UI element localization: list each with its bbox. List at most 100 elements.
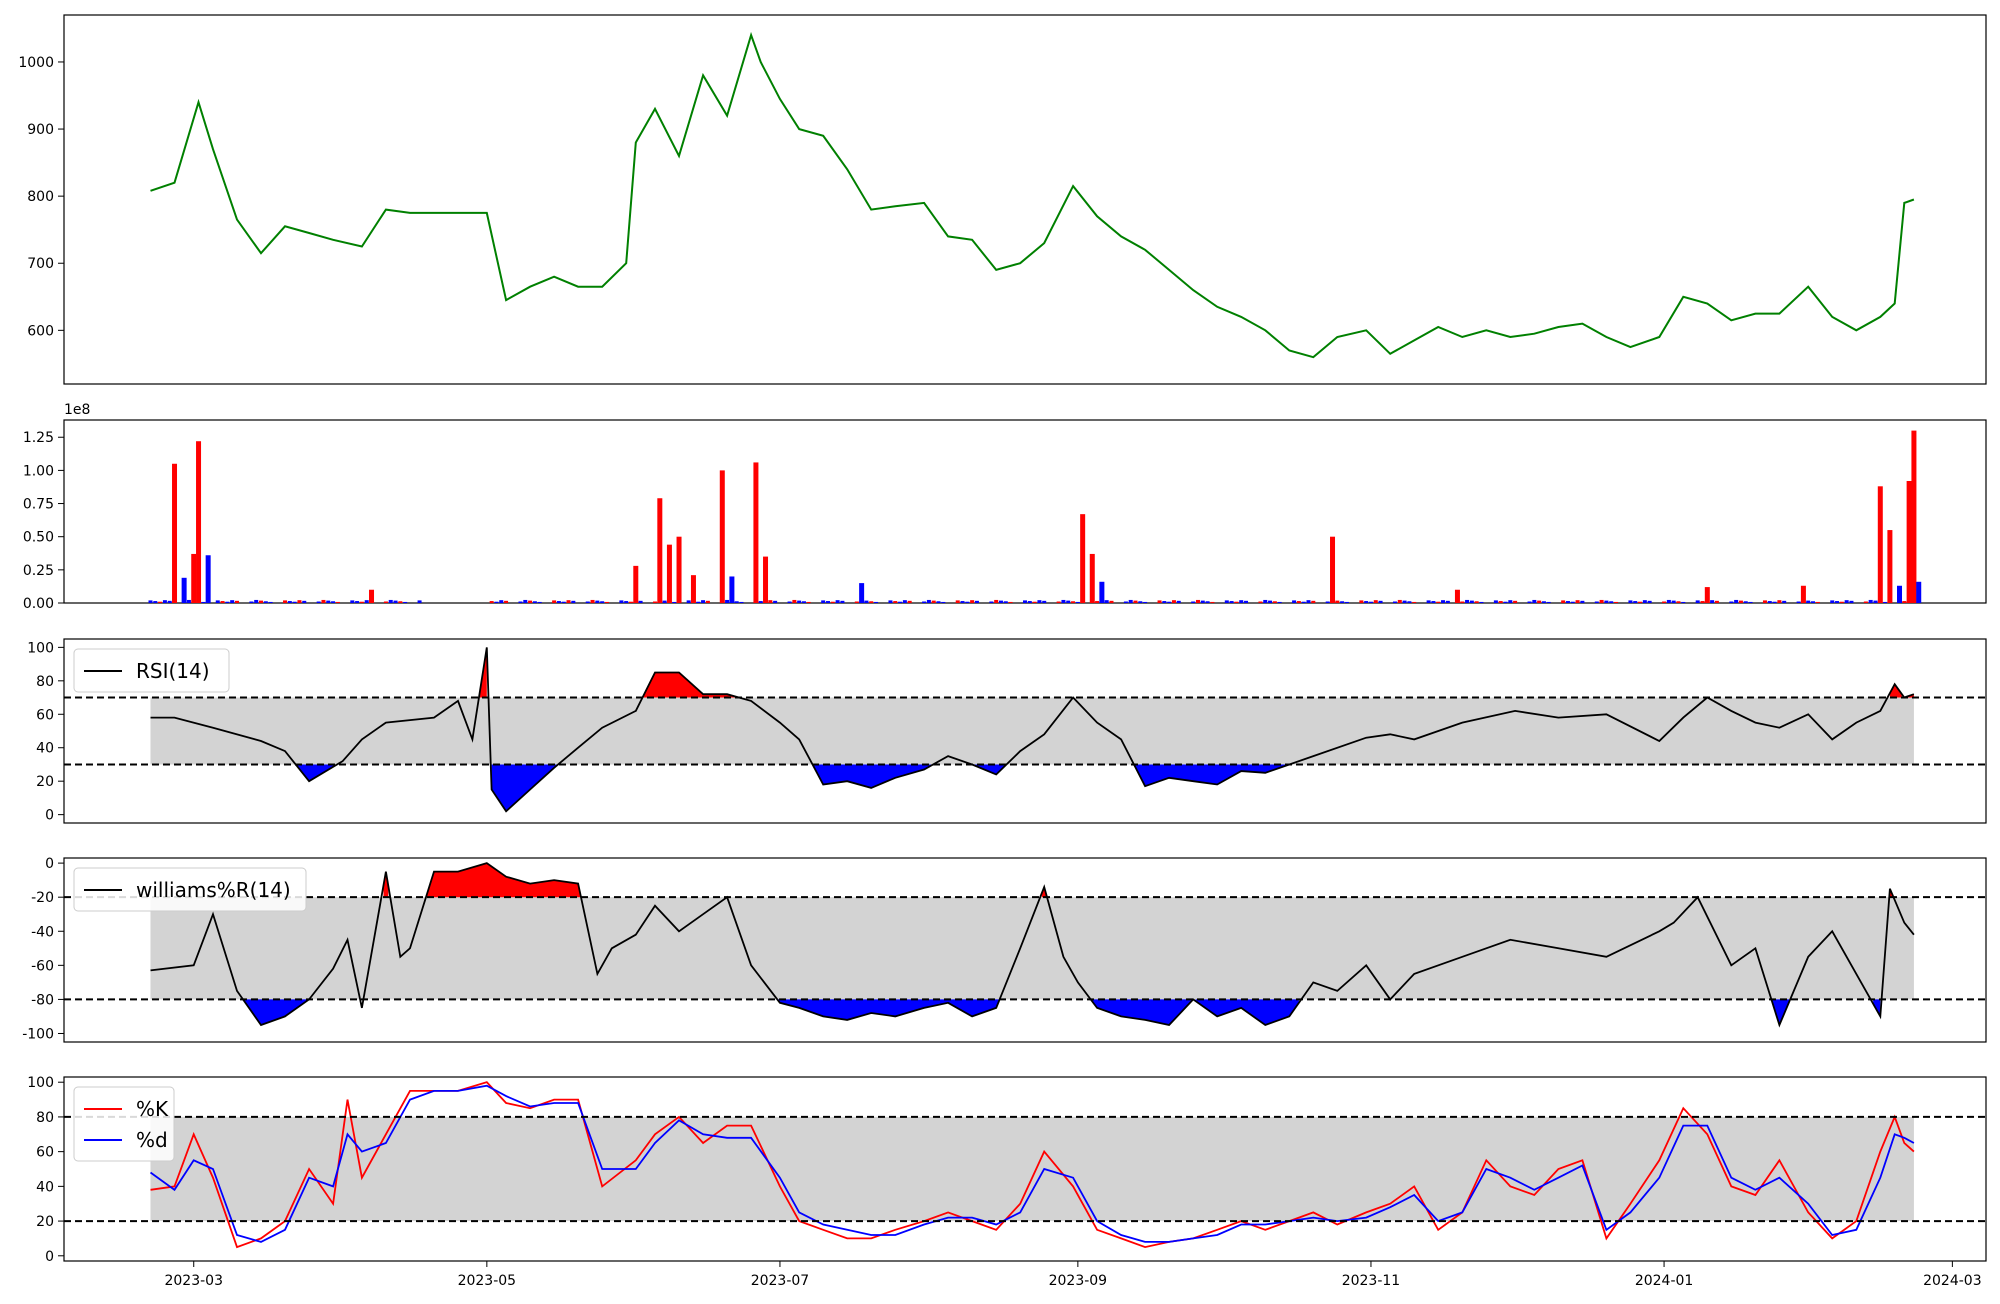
overbought-fill — [643, 672, 737, 698]
volume-bar — [153, 601, 158, 603]
plot-frame — [63, 638, 1987, 824]
volume-bar — [1666, 599, 1671, 603]
volume-bar — [1561, 600, 1566, 603]
volume-spike — [1089, 553, 1095, 603]
x-tick-label: 2024-01 — [1635, 1273, 1694, 1289]
volume-bar — [1527, 601, 1532, 603]
plot-frame — [63, 419, 1987, 604]
volume-bar — [1335, 600, 1340, 603]
y-tick-label: 20 — [36, 774, 54, 790]
volume-bar — [787, 601, 792, 603]
volume-bar — [186, 599, 191, 603]
volume-bar — [1849, 600, 1854, 603]
overbought-fill — [426, 863, 581, 898]
volume-bar — [1277, 601, 1282, 603]
volume-bar — [1191, 601, 1196, 603]
volume-bar — [1508, 600, 1513, 603]
volume-bar — [393, 600, 398, 603]
volume-bar — [595, 600, 600, 603]
stoch-k-line — [150, 1081, 1915, 1249]
volume-bar — [1604, 600, 1609, 603]
volume-bar — [1681, 601, 1686, 603]
volume-bar — [604, 601, 609, 603]
volume-bar — [638, 600, 643, 603]
volume-bar — [1272, 601, 1277, 603]
volume-spike — [1080, 514, 1086, 603]
volume-bar — [1071, 601, 1076, 603]
volume-bar — [1729, 601, 1734, 603]
legend: williams%R(14) — [73, 867, 307, 912]
neutral-band — [150, 1116, 1914, 1222]
volume-bar — [1027, 601, 1032, 603]
volume-spike — [181, 577, 187, 603]
volume-bar — [1445, 600, 1450, 603]
volume-bar — [1513, 600, 1518, 603]
volume-bar — [1306, 600, 1311, 603]
volume-bar — [1292, 600, 1297, 603]
y-tick-label: 1.00 — [23, 463, 54, 479]
volume-bar — [686, 600, 691, 603]
volume-bar — [1902, 601, 1907, 603]
volume-bar — [167, 600, 172, 603]
y-tick-label: -100 — [22, 1026, 54, 1042]
volume-bar — [1863, 601, 1868, 603]
volume-bar — [326, 600, 331, 603]
volume-bar — [1431, 601, 1436, 603]
volume-bar — [1224, 600, 1229, 603]
volume-bar — [725, 599, 730, 603]
oversold-fill — [1092, 999, 1191, 1025]
y-tick-label: 60 — [36, 707, 54, 723]
volume-bar — [292, 601, 297, 603]
volume-bar — [1032, 601, 1037, 603]
volume-bar — [316, 601, 321, 603]
volume-bars — [148, 430, 1922, 603]
volume-bar — [653, 601, 658, 603]
legend: %K %d — [73, 1086, 175, 1162]
volume-spike — [1704, 587, 1710, 603]
volume-bar — [696, 601, 701, 603]
volume-bar — [965, 601, 970, 603]
y-axis: 600 700 800 900 1000 — [18, 55, 64, 339]
y-tick-label: 80 — [36, 674, 54, 690]
volume-bar — [1325, 601, 1330, 603]
volume-bar — [1200, 600, 1205, 603]
oversold-fill — [1195, 999, 1299, 1025]
price-line — [150, 31, 1915, 359]
volume-bar — [537, 601, 542, 603]
x-tick-label: 2023-07 — [751, 1273, 810, 1289]
volume-bar — [1441, 600, 1446, 603]
volume-bar — [1830, 600, 1835, 603]
volume-spike — [196, 441, 202, 603]
volume-bar — [268, 601, 273, 603]
volume-spike — [1877, 486, 1883, 603]
y-tick-label: 0.50 — [23, 530, 54, 546]
y-axis: 0 20 40 60 80 100 — [27, 640, 64, 824]
volume-bar — [225, 601, 230, 603]
y-tick-label: 0.25 — [23, 563, 54, 579]
volume-bar — [1133, 600, 1138, 603]
volume-bar — [825, 601, 830, 603]
volume-bar — [302, 600, 307, 603]
legend-box — [73, 1086, 175, 1162]
y-tick-label: -80 — [31, 992, 54, 1008]
volume-bar — [556, 601, 561, 603]
rsi-line — [150, 647, 1915, 813]
volume-bar — [1296, 601, 1301, 603]
volume-bar — [619, 600, 624, 603]
volume-bar — [936, 601, 941, 603]
volume-bar — [383, 601, 388, 603]
volume-spike — [1887, 530, 1893, 603]
volume-bar — [1195, 599, 1200, 603]
volume-bar — [1311, 600, 1316, 603]
volume-bar — [1123, 601, 1128, 603]
volume-bar — [1796, 601, 1801, 603]
volume-bar — [1402, 600, 1407, 603]
overbought-fill — [383, 871, 389, 898]
volume-multiplier: 1e8 — [64, 402, 90, 418]
volume-bar — [1465, 599, 1470, 603]
volume-spike — [191, 553, 197, 603]
volume-bar — [970, 600, 975, 603]
volume-bar — [1263, 599, 1268, 603]
volume-bar — [1835, 601, 1840, 603]
volume-bar — [215, 600, 220, 603]
